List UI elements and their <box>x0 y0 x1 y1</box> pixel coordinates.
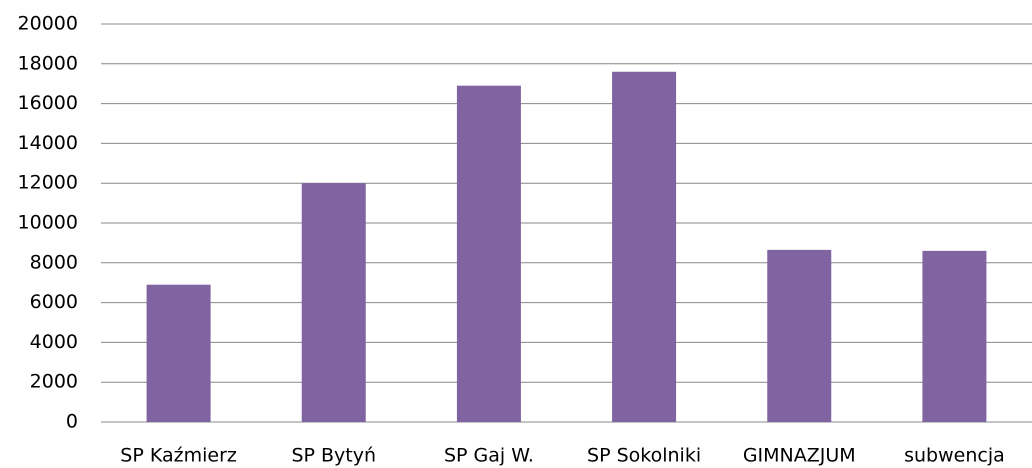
y-tick-label: 18000 <box>18 52 78 74</box>
y-tick-label: 16000 <box>18 92 78 114</box>
bar <box>767 249 832 422</box>
y-tick-label: 10000 <box>18 212 78 234</box>
x-tick-label: SP Sokolniki <box>587 445 701 467</box>
y-tick-label: 14000 <box>18 132 78 154</box>
y-tick-label: 12000 <box>18 172 78 194</box>
y-tick-label: 4000 <box>30 331 78 353</box>
x-tick-label: SP Kaźmierz <box>120 445 237 467</box>
bar <box>456 85 521 422</box>
y-tick-label: 20000 <box>18 13 78 35</box>
x-tick-label: GIMNAZJUM <box>743 445 856 467</box>
y-tick-label: 6000 <box>30 291 78 313</box>
x-tick-label: subwencja <box>904 445 1005 467</box>
bar <box>301 183 366 422</box>
x-tick-label: SP Gaj W. <box>444 445 534 467</box>
bar <box>612 71 677 422</box>
x-tick-label: SP Bytyń <box>291 445 376 467</box>
bar <box>922 250 987 422</box>
y-tick-label: 8000 <box>30 251 78 273</box>
y-tick-label: 0 <box>66 411 78 433</box>
bar <box>146 284 211 422</box>
y-tick-label: 2000 <box>30 371 78 393</box>
